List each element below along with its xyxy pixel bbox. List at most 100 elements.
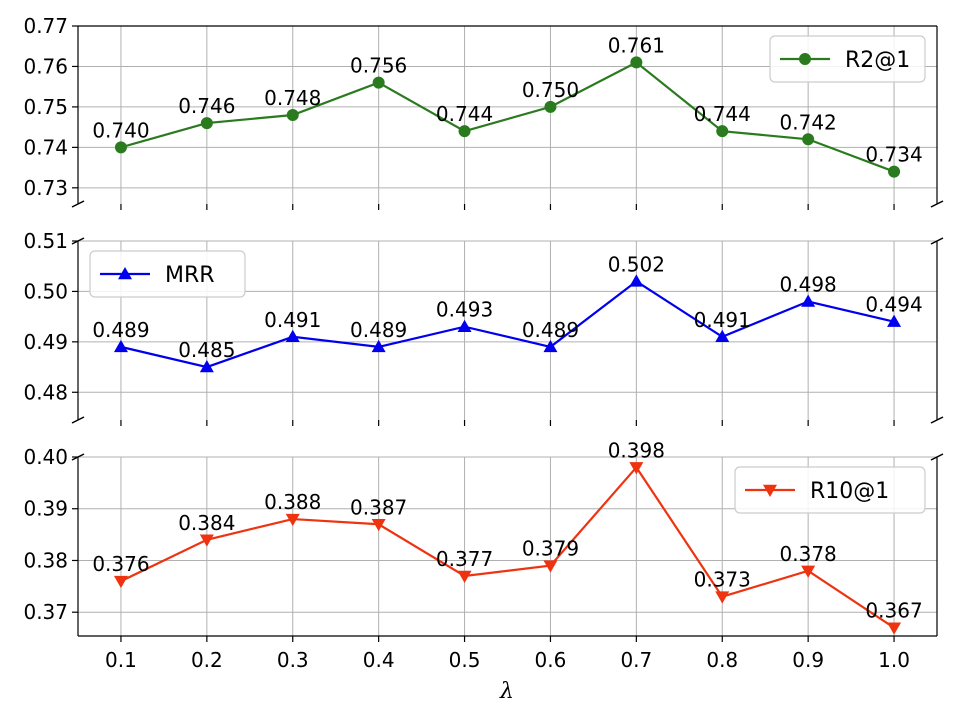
panel-r10-1: 0.37 0.38 0.39 0.40 0.376 0.384 0.388 0.387 0.37… [23, 438, 944, 637]
data-point [285, 513, 300, 527]
y-tick-label: 0.38 [23, 548, 68, 572]
y-tick-label: 0.49 [23, 330, 68, 354]
series-line [120, 465, 895, 629]
x-tick-label: 0.2 [191, 648, 223, 672]
data-label: 0.388 [264, 490, 321, 514]
data-label: 0.740 [92, 118, 149, 142]
axis-break-mark [930, 200, 944, 208]
legend-box [769, 35, 926, 83]
data-label: 0.491 [694, 308, 751, 332]
x-tick-label: 0.9 [792, 648, 824, 672]
data-point [543, 339, 558, 353]
legend-marker [799, 53, 811, 65]
panel-r2-1: 0.73 0.74 0.75 0.76 0.77 0.740 0.746 0.748 0.756… [23, 14, 944, 210]
legend: R10@1 [734, 466, 926, 514]
data-point [629, 274, 644, 287]
x-tick-label: 0.5 [449, 648, 481, 672]
data-label: 0.377 [436, 547, 493, 571]
y-tick-label: 0.75 [23, 95, 68, 119]
data-point [286, 109, 299, 121]
legend: R2@1 [769, 35, 926, 83]
data-point [630, 56, 643, 69]
data-label: 0.489 [522, 318, 579, 342]
data-label: 0.744 [436, 102, 493, 126]
data-label: 0.750 [522, 78, 579, 102]
legend: MRR [89, 250, 246, 298]
data-point [371, 339, 386, 353]
data-label: 0.485 [178, 338, 235, 362]
x-tick-label: 1.0 [878, 648, 910, 672]
series-line [120, 61, 895, 173]
data-label: 0.384 [178, 511, 235, 535]
data-point [113, 575, 128, 589]
data-point [888, 165, 901, 178]
data-label: 0.489 [350, 318, 407, 342]
axis-break-mark [71, 200, 85, 208]
data-label: 0.502 [608, 252, 665, 276]
x-tick-label: 0.3 [277, 648, 309, 672]
data-label: 0.379 [522, 537, 579, 561]
axis-break-mark [930, 416, 944, 424]
data-label: 0.376 [92, 552, 149, 576]
data-label: 0.734 [865, 143, 922, 167]
series-line [120, 279, 895, 369]
data-label: 0.491 [264, 308, 321, 332]
data-point [200, 117, 213, 130]
data-label: 0.367 [865, 599, 922, 623]
axis-break-mark [930, 237, 944, 245]
y-tick-label: 0.73 [23, 176, 68, 200]
legend-box [734, 466, 926, 514]
data-label: 0.761 [608, 33, 665, 57]
data-point [801, 565, 816, 578]
data-point [629, 462, 644, 475]
data-point [887, 622, 902, 635]
data-point [458, 125, 471, 138]
x-tick-label: 0.8 [706, 648, 738, 672]
legend-label: MRR [165, 263, 215, 288]
data-label: 0.742 [780, 110, 837, 134]
y-tick-label: 0.51 [23, 229, 68, 253]
data-point [114, 141, 127, 154]
data-label: 0.744 [694, 102, 751, 126]
data-label: 0.756 [350, 54, 407, 78]
y-tick-label: 0.37 [23, 600, 68, 624]
y-tick-label: 0.40 [23, 445, 68, 469]
data-point [544, 100, 557, 113]
data-label: 0.748 [264, 86, 321, 110]
data-point [716, 125, 729, 138]
data-label: 0.746 [178, 94, 235, 118]
y-tick-label: 0.76 [23, 54, 68, 78]
y-tick-label: 0.50 [23, 279, 68, 303]
x-tick-label: 0.4 [363, 648, 395, 672]
x-tick-label: 0.6 [535, 648, 567, 672]
data-point [715, 591, 730, 604]
data-point [457, 319, 472, 332]
data-point [715, 329, 730, 343]
data-label: 0.493 [436, 298, 493, 322]
data-label: 0.398 [608, 438, 665, 462]
data-label: 0.387 [350, 495, 407, 519]
panel-mrr: 0.48 0.49 0.50 0.51 0.489 0.485 0.491 0.489 0.49… [23, 229, 944, 426]
axis-break-mark [930, 453, 944, 461]
data-label: 0.378 [780, 542, 837, 566]
legend-marker [118, 267, 132, 280]
y-tick-label: 0.48 [23, 380, 68, 404]
x-tick-label: 0.1 [105, 648, 137, 672]
data-point [113, 339, 128, 353]
legend-label: R2@1 [845, 48, 910, 73]
data-point [802, 133, 815, 146]
legend-label: R10@1 [810, 479, 889, 504]
data-label: 0.489 [92, 318, 149, 342]
axis-break-mark [71, 416, 85, 424]
data-point [457, 570, 472, 583]
x-axis-label: λ [499, 679, 514, 704]
data-label: 0.498 [780, 273, 837, 297]
data-label: 0.494 [865, 293, 922, 317]
legend-box [89, 250, 246, 298]
data-point [887, 314, 902, 327]
data-point [801, 294, 816, 307]
data-point [372, 76, 385, 89]
legend-marker [763, 484, 777, 497]
data-point [199, 360, 214, 373]
